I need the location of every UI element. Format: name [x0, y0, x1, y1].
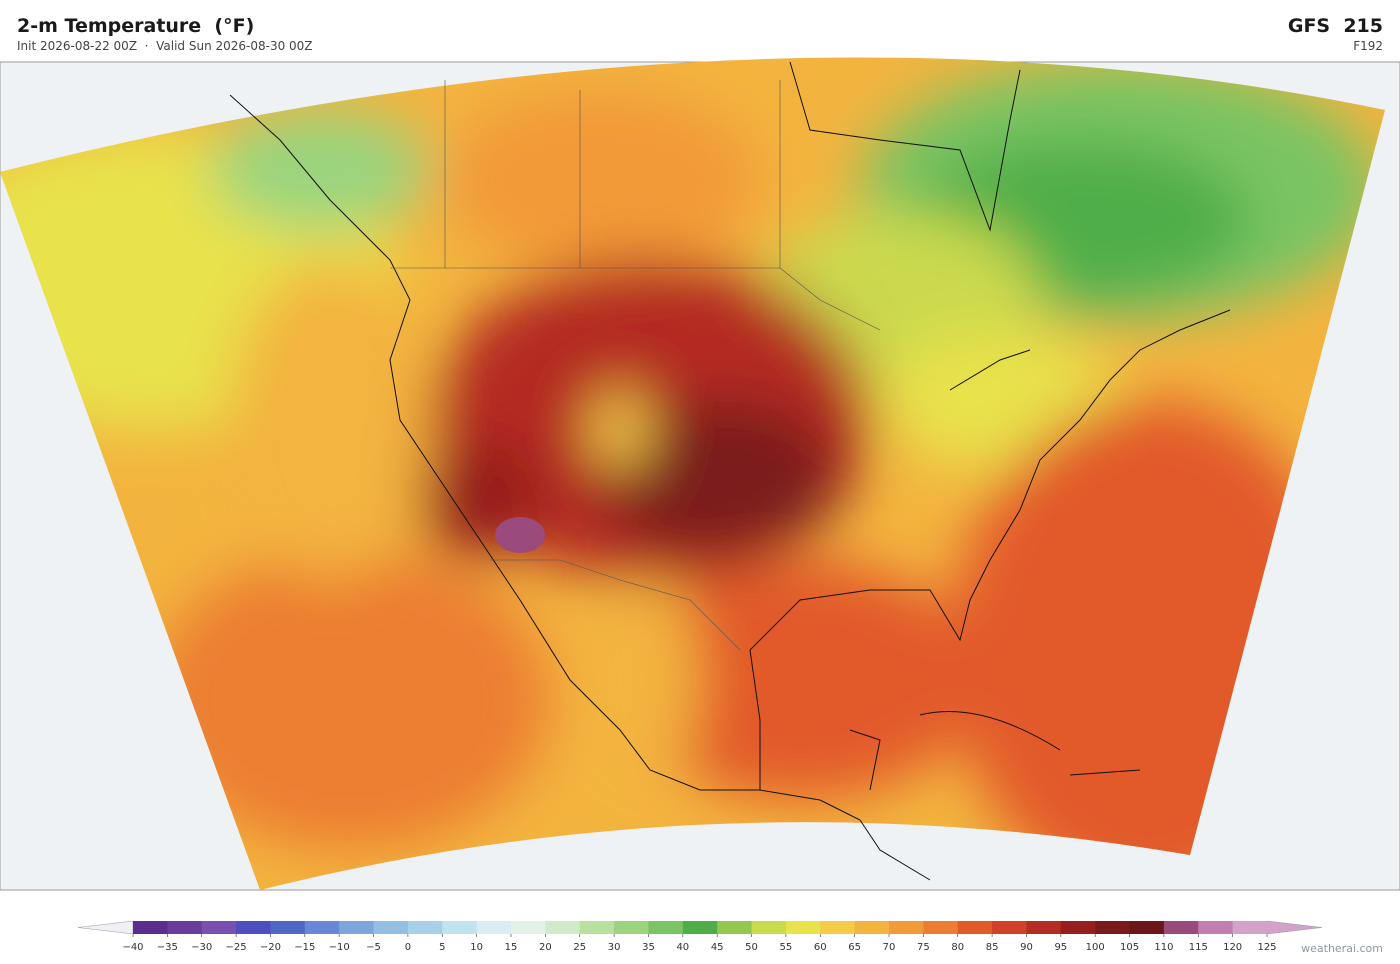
colorbar-tick-label: 35 — [642, 942, 655, 953]
colorbar-tick-label: 0 — [405, 942, 411, 953]
colorbar-tick-label: 45 — [711, 942, 724, 953]
colorbar-segment — [270, 921, 306, 934]
colorbar-segment — [648, 921, 684, 934]
colorbar-segment — [717, 921, 753, 934]
map-subtitle: Init 2026-08-22 00Z · Valid Sun 2026-08-… — [17, 39, 313, 53]
colorbar-tick-label: 75 — [917, 942, 930, 953]
colorbar-tick-label: 55 — [780, 942, 793, 953]
colorbar-segment — [614, 921, 649, 934]
colorbar-tick-label: −25 — [226, 942, 247, 953]
colorbar-segment — [889, 921, 924, 934]
colorbar-tick-label: −35 — [157, 942, 178, 953]
colorbar-segment — [304, 921, 340, 934]
colorbar-segment — [579, 921, 615, 934]
map-title: 2-m Temperature (°F) — [17, 15, 255, 37]
colorbar-tick-label: 115 — [1189, 942, 1208, 953]
colorbar-segment — [1232, 921, 1268, 934]
colorbar-segment — [785, 921, 821, 934]
borders — [390, 80, 881, 651]
colorbar-tick-label: 70 — [883, 942, 896, 953]
colorbar-tick-label: 65 — [848, 942, 861, 953]
colorbar-tick-label: 80 — [951, 942, 964, 953]
colorbar-segment — [339, 921, 375, 934]
colorbar-tick-label: 60 — [814, 942, 827, 953]
colorbar-segment — [751, 921, 787, 934]
colorbar-tick-label: 5 — [439, 942, 445, 953]
coastlines — [229, 61, 1231, 881]
colorbar-segment — [236, 921, 271, 934]
colorbar-segment — [820, 921, 856, 934]
colorbar-tick-label: 25 — [573, 942, 586, 953]
colorbar-segment — [1198, 921, 1234, 934]
colorbar-segment — [1060, 921, 1096, 934]
colorbar-tick-label: −15 — [294, 942, 315, 953]
colorbar-tick-label: −5 — [366, 942, 381, 953]
temperature-field — [0, 57, 1385, 891]
colorbar-segment — [1095, 921, 1131, 934]
colorbar-tick-label: 85 — [986, 942, 999, 953]
colorbar-segment — [682, 921, 718, 934]
colorbar-tick-label: −40 — [122, 942, 143, 953]
colorbar-tick-label: 15 — [505, 942, 518, 953]
colorbar-tick-label: −10 — [329, 942, 350, 953]
forecast-hour: F192 — [1353, 39, 1383, 53]
colorbar-tick-label: −30 — [191, 942, 212, 953]
colorbar-over — [1266, 920, 1323, 935]
colorbar-tick-label: 40 — [676, 942, 689, 953]
colorbar-segment — [511, 921, 546, 934]
colorbar-segment — [476, 921, 512, 934]
colorbar-tick-label: 10 — [470, 942, 483, 953]
colorbar-segment — [1026, 921, 1062, 934]
watermark: weatherai.com — [1301, 942, 1383, 955]
colorbar-segment — [1129, 921, 1165, 934]
colorbar-tick-label: 30 — [608, 942, 621, 953]
model-label: GFS 215 — [1287, 15, 1383, 37]
colorbar-segment — [854, 921, 890, 934]
colorbar-tick-label: −20 — [260, 942, 281, 953]
colorbar-segment — [201, 921, 237, 934]
colorbar-tick-label: 95 — [1054, 942, 1067, 953]
colorbar-tick-label: 100 — [1086, 942, 1105, 953]
colorbar-segment — [545, 921, 581, 934]
colorbar-segment — [407, 921, 443, 934]
colorbar-segment — [992, 921, 1027, 934]
colorbar-segment — [957, 921, 993, 934]
colorbar-segment — [1163, 921, 1199, 934]
colorbar-tick-label: 20 — [539, 942, 552, 953]
colorbar-segment — [923, 921, 959, 934]
colorbar-tick-label: 110 — [1154, 942, 1173, 953]
colorbar-segment — [373, 921, 409, 934]
colorbar-tick-label: 90 — [1020, 942, 1033, 953]
colorbar-tick-label: 120 — [1223, 942, 1242, 953]
colorbar-segment — [442, 921, 478, 934]
colorbar-segment — [167, 921, 203, 934]
colorbar-tick-label: 50 — [745, 942, 758, 953]
colorbar-segment — [133, 921, 168, 934]
colorbar-tick-label: 105 — [1120, 942, 1139, 953]
colorbar-under — [77, 920, 134, 935]
colorbar-tick-label: 125 — [1257, 942, 1276, 953]
